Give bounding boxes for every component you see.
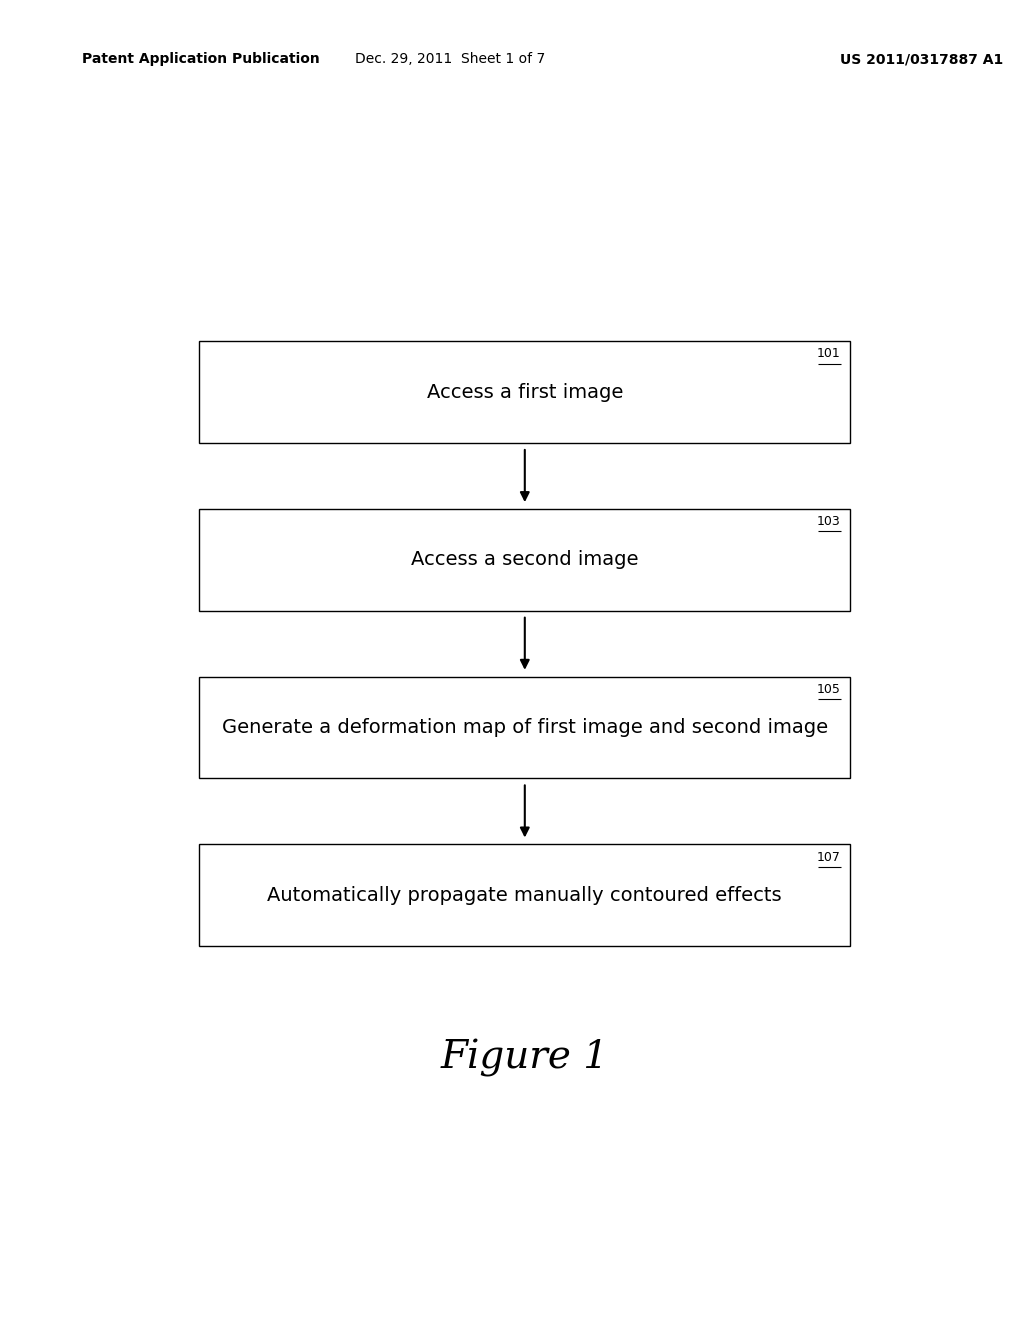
Text: Dec. 29, 2011  Sheet 1 of 7: Dec. 29, 2011 Sheet 1 of 7 bbox=[355, 53, 546, 66]
FancyBboxPatch shape bbox=[200, 510, 850, 611]
Text: Generate a deformation map of first image and second image: Generate a deformation map of first imag… bbox=[222, 718, 827, 737]
Text: Access a second image: Access a second image bbox=[411, 550, 639, 569]
FancyBboxPatch shape bbox=[200, 845, 850, 946]
Text: 105: 105 bbox=[817, 682, 841, 696]
Text: 103: 103 bbox=[817, 515, 841, 528]
Text: Automatically propagate manually contoured effects: Automatically propagate manually contour… bbox=[267, 886, 782, 904]
Text: 101: 101 bbox=[817, 347, 841, 360]
Text: 107: 107 bbox=[817, 850, 841, 863]
Text: Patent Application Publication: Patent Application Publication bbox=[82, 53, 319, 66]
Text: Figure 1: Figure 1 bbox=[440, 1039, 609, 1077]
Text: US 2011/0317887 A1: US 2011/0317887 A1 bbox=[840, 53, 1002, 66]
Text: Access a first image: Access a first image bbox=[427, 383, 623, 401]
FancyBboxPatch shape bbox=[200, 342, 850, 444]
FancyBboxPatch shape bbox=[200, 677, 850, 779]
